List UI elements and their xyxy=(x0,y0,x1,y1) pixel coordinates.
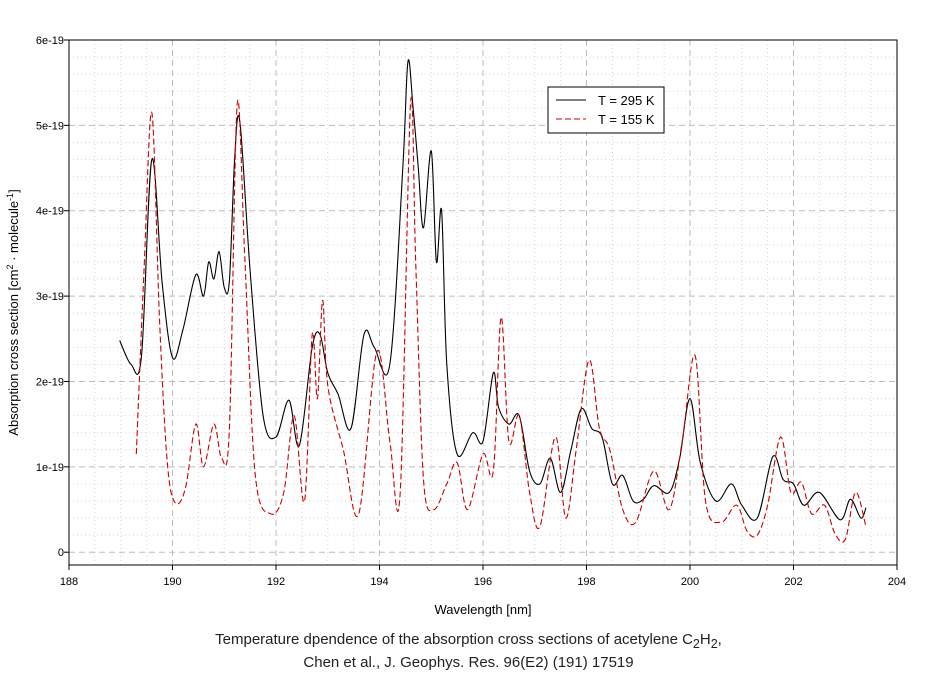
caption-text: H xyxy=(699,631,711,648)
caption-line-2: Chen et al., J. Geophys. Res. 96(E2) (19… xyxy=(303,654,634,671)
y-axis-label-part: Absorption cross section [cm xyxy=(6,270,21,436)
y-axis: 0 1e-19 2e-19 3e-19 4e-19 5e-19 6e-19 xyxy=(36,35,69,559)
caption-text: Temperature dpendence of the absorption … xyxy=(215,631,693,648)
x-tick-label: 202 xyxy=(784,576,802,588)
y-axis-label-part: ] xyxy=(6,189,21,193)
series-group xyxy=(119,59,867,543)
x-tick-label: 188 xyxy=(60,576,78,588)
series-line-155k xyxy=(135,96,867,543)
y-axis-label-part: · molecule xyxy=(6,201,21,265)
y-axis-label-superscript: -1 xyxy=(5,193,15,201)
legend-label-155k: T = 155 K xyxy=(598,112,655,127)
grid xyxy=(68,39,898,565)
legend-box xyxy=(547,86,665,134)
x-tick-label: 192 xyxy=(267,576,285,588)
y-tick-label: 1e-19 xyxy=(36,462,64,474)
y-tick-label: 2e-19 xyxy=(36,376,64,388)
x-axis: 188 190 192 194 196 198 200 202 204 xyxy=(60,565,906,588)
y-tick-label: 5e-19 xyxy=(36,120,64,132)
caption-text: , xyxy=(717,631,722,648)
legend-label-295k: T = 295 K xyxy=(598,93,655,108)
x-tick-label: 204 xyxy=(888,576,906,588)
x-tick-label: 198 xyxy=(577,576,595,588)
x-tick-label: 196 xyxy=(474,576,492,588)
y-tick-label: 6e-19 xyxy=(36,35,64,47)
series-line-295k xyxy=(119,59,867,521)
legend: T = 295 K T = 155 K xyxy=(547,86,665,134)
x-tick-label: 190 xyxy=(163,576,181,588)
x-tick-label: 194 xyxy=(370,576,388,588)
x-axis-label: Wavelength [nm] xyxy=(434,602,531,617)
y-axis-label-superscript: 2 xyxy=(5,265,15,270)
caption-line-1: Temperature dpendence of the absorption … xyxy=(0,631,937,651)
y-tick-label: 4e-19 xyxy=(36,206,64,218)
x-tick-label: 200 xyxy=(681,576,699,588)
caption-subscript: 2 xyxy=(692,637,700,651)
y-tick-label: 3e-19 xyxy=(36,291,64,303)
y-axis-label: Absorption cross section [cm2 · molecule… xyxy=(5,189,21,435)
caption-subscript: 2 xyxy=(710,637,718,651)
y-tick-label: 0 xyxy=(58,547,64,559)
